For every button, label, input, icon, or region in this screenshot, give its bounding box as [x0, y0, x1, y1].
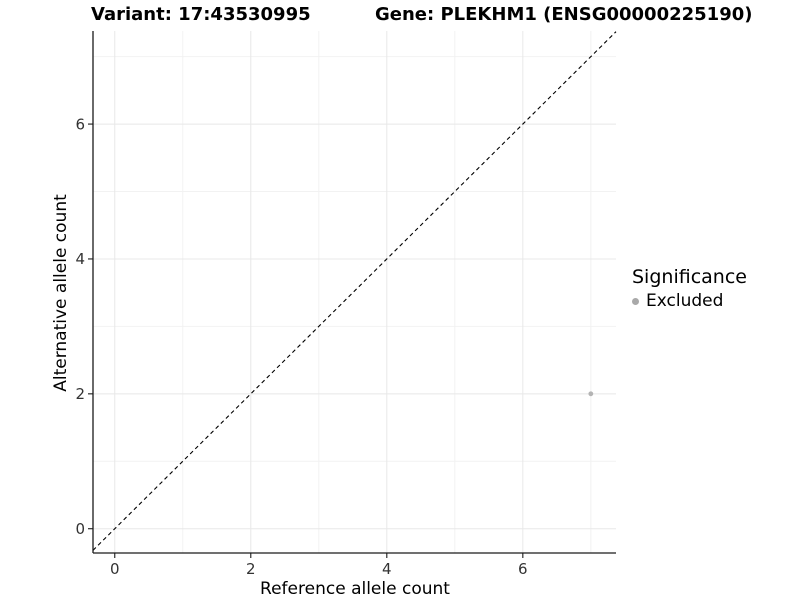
variant-title: Variant: 17:43530995 — [91, 4, 311, 25]
excluded-point-icon — [632, 297, 639, 305]
x-tick-label: 6 — [518, 560, 528, 578]
x-tick-label: 0 — [110, 560, 120, 578]
legend-title: Significance — [632, 266, 747, 288]
y-tick-label: 0 — [75, 520, 85, 538]
data-point — [588, 391, 594, 397]
y-axis-title: Alternative allele count — [51, 194, 71, 392]
x-axis-title: Reference allele count — [260, 579, 450, 599]
legend: Significance Excluded — [632, 266, 747, 311]
identity-dashed-line — [92, 31, 617, 551]
x-tick-label: 2 — [246, 560, 256, 578]
legend-item-excluded: Excluded — [632, 291, 747, 311]
y-tick-label: 2 — [75, 385, 85, 403]
gene-title: Gene: PLEKHM1 (ENSG00000225190) — [375, 4, 753, 25]
y-tick-label: 4 — [75, 250, 85, 268]
legend-item-label: Excluded — [646, 291, 724, 311]
x-tick-label: 4 — [382, 560, 392, 578]
y-tick-label: 6 — [75, 115, 85, 133]
